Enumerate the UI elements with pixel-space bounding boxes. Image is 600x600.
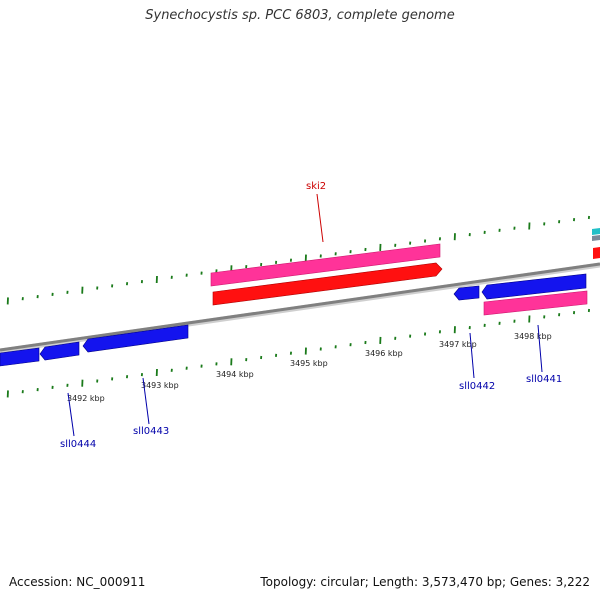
gene-leaders — [67, 193, 543, 437]
gene-sll0441[interactable] — [481, 273, 587, 300]
tick-label: 3496 kbp — [365, 349, 403, 358]
upper-tick-track — [6, 215, 590, 305]
tick-label: 3498 kbp — [514, 332, 552, 341]
map-title: Synechocystis sp. PCC 6803, complete gen… — [145, 8, 455, 23]
accession-text: Accession: NC_000911 — [9, 575, 146, 589]
gene-label-sll0443[interactable]: sll0443 — [133, 426, 169, 437]
gene-edge-red[interactable] — [593, 247, 600, 259]
gene-sll0441-pink[interactable] — [483, 290, 588, 316]
gene-sll0443[interactable] — [82, 324, 189, 353]
gene-label-ski2[interactable]: ski2 — [306, 181, 326, 192]
lower-tick-track — [6, 308, 590, 398]
forward-gene-track — [210, 228, 600, 316]
tick-label: 3495 kbp — [290, 359, 328, 368]
tick-labels: 3492 kbp 3493 kbp 3494 kbp 3495 kbp 3496… — [67, 332, 552, 403]
gene-edge-gray — [592, 235, 600, 241]
gene-edge-cyan[interactable] — [592, 228, 600, 235]
reverse-gene-track — [0, 273, 587, 367]
gene-sll0442[interactable] — [453, 285, 480, 301]
backbone — [0, 262, 600, 354]
tick-label: 3492 kbp — [67, 394, 105, 403]
tick-label: 3494 kbp — [216, 370, 254, 379]
tick-label: 3493 kbp — [141, 381, 179, 390]
gene-label-sll0444[interactable]: sll0444 — [60, 439, 96, 450]
tick-label: 3497 kbp — [439, 340, 477, 349]
gene-label-sll0442[interactable]: sll0442 — [459, 381, 495, 392]
gene-ski2-pink[interactable] — [210, 243, 441, 287]
gene-ski2[interactable] — [212, 262, 443, 306]
gene-left-partial[interactable] — [0, 347, 40, 367]
gene-label-sll0441[interactable]: sll0441 — [526, 374, 562, 385]
genome-summary-text: Topology: circular; Length: 3,573,470 bp… — [260, 575, 590, 589]
gene-labels: ski2 sll0441 sll0442 sll0443 sll0444 — [60, 181, 562, 450]
gene-sll0444[interactable] — [39, 341, 80, 361]
